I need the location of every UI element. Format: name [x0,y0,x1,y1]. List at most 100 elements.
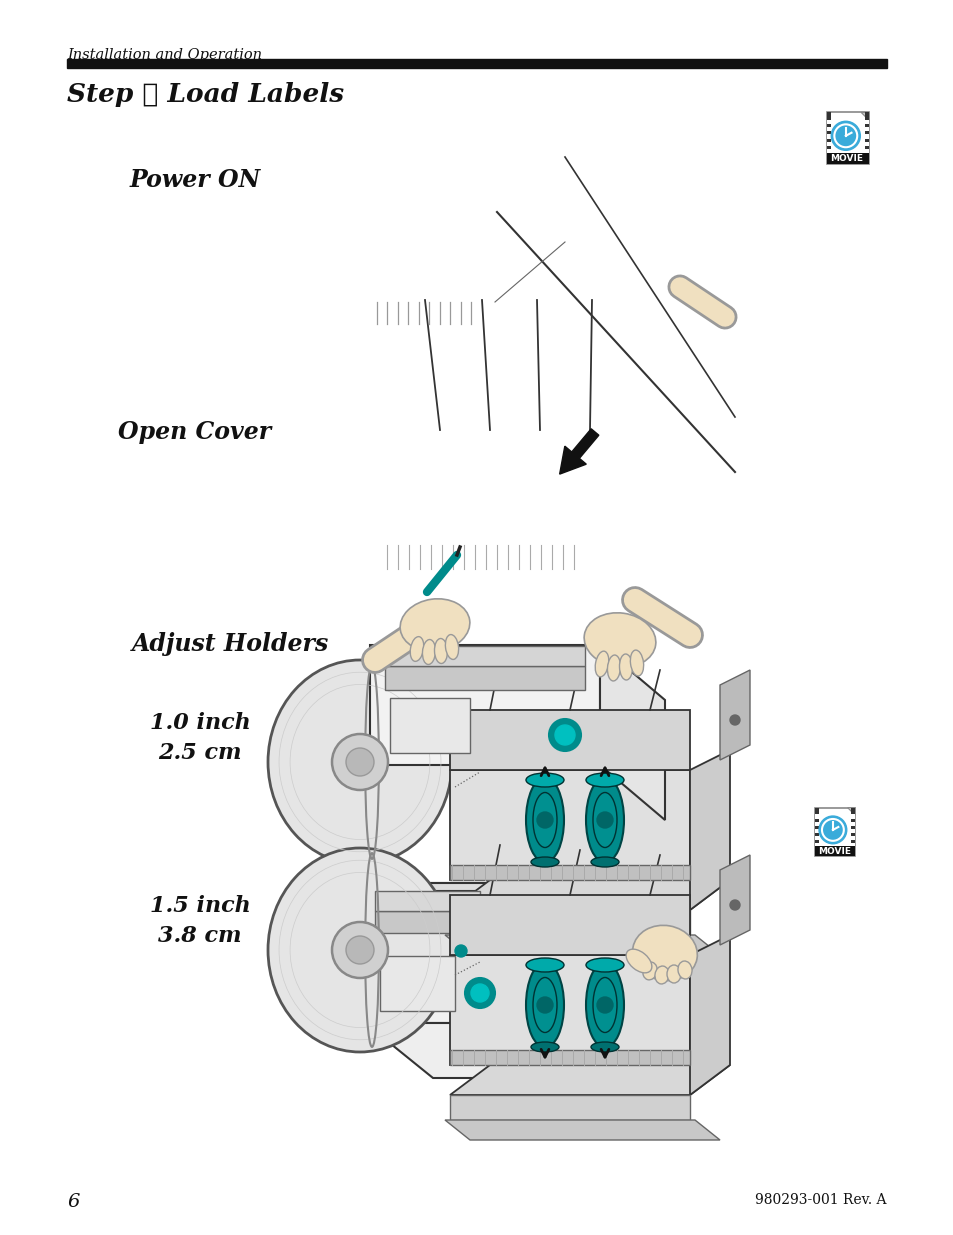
Ellipse shape [585,773,623,787]
Bar [826,152,868,163]
Bar [826,149,830,154]
Bar [864,142,868,147]
Ellipse shape [525,778,563,862]
Bar [826,142,830,147]
Ellipse shape [525,958,563,972]
Polygon shape [444,935,720,955]
Bar [850,808,854,856]
Ellipse shape [593,977,617,1032]
Polygon shape [861,112,868,120]
Polygon shape [846,808,854,815]
Ellipse shape [268,848,452,1052]
Ellipse shape [678,961,691,979]
Polygon shape [720,671,749,760]
Circle shape [332,734,388,790]
Ellipse shape [434,638,447,663]
Circle shape [455,945,467,957]
Circle shape [332,923,388,978]
Text: 6: 6 [67,1193,79,1212]
Circle shape [346,936,374,965]
Polygon shape [450,1065,729,1095]
Text: 980293-001 Rev. A: 980293-001 Rev. A [755,1193,886,1207]
Ellipse shape [630,650,643,676]
Ellipse shape [595,651,608,677]
Text: Open Cover: Open Cover [118,420,272,445]
Polygon shape [450,710,689,769]
Circle shape [548,719,580,751]
Text: Step ➉ Load Labels: Step ➉ Load Labels [67,82,344,107]
Bar [826,127,830,131]
Ellipse shape [666,965,680,983]
Ellipse shape [625,950,651,973]
Bar [815,836,818,840]
Circle shape [597,811,613,827]
Ellipse shape [422,640,436,664]
Text: Adjust Holders: Adjust Holders [132,632,328,656]
Text: Power ON: Power ON [130,168,260,191]
Ellipse shape [590,1042,618,1052]
Polygon shape [370,645,599,764]
Ellipse shape [583,613,655,667]
Ellipse shape [533,793,557,847]
Circle shape [346,748,374,776]
Bar [390,698,470,753]
Text: 1.0 inch: 1.0 inch [150,713,250,734]
Bar [826,157,830,162]
Polygon shape [365,883,495,890]
Circle shape [537,997,553,1013]
Polygon shape [450,881,729,910]
Polygon shape [689,750,729,910]
Polygon shape [365,1023,564,1078]
Bar [850,814,854,819]
Bar [850,821,854,826]
Ellipse shape [410,636,423,662]
Text: 1.5 inch: 1.5 inch [150,895,250,918]
Polygon shape [450,1095,689,1120]
Ellipse shape [593,793,617,847]
Polygon shape [720,855,749,945]
Text: 2.5 cm: 2.5 cm [158,742,241,764]
Circle shape [537,811,553,827]
Polygon shape [450,769,689,881]
Circle shape [830,121,860,151]
Polygon shape [450,895,689,955]
Ellipse shape [607,655,619,680]
Bar [814,846,854,856]
Bar [826,112,830,163]
Ellipse shape [585,962,623,1047]
Bar [814,808,854,856]
Text: MOVIE: MOVIE [830,153,862,163]
Text: Installation and Operation: Installation and Operation [67,48,262,62]
Text: MOVIE: MOVIE [817,847,850,856]
Bar [375,890,479,911]
Polygon shape [450,910,689,935]
Bar [850,850,854,855]
Circle shape [819,816,846,844]
Polygon shape [450,955,689,1065]
Bar [864,120,868,124]
Bar [379,956,455,1011]
Polygon shape [495,883,564,1078]
Polygon shape [444,1120,720,1140]
Polygon shape [559,429,598,474]
Bar [864,157,868,162]
Bar [864,149,868,154]
Bar [815,821,818,826]
Bar [850,836,854,840]
Ellipse shape [525,962,563,1047]
Ellipse shape [632,925,697,981]
Ellipse shape [585,958,623,972]
Circle shape [729,900,740,910]
Polygon shape [689,935,729,1095]
Circle shape [597,997,613,1013]
Ellipse shape [525,773,563,787]
Polygon shape [599,645,664,820]
Bar [864,127,868,131]
Ellipse shape [585,778,623,862]
Ellipse shape [618,655,632,680]
Polygon shape [450,864,689,881]
Bar [826,120,830,124]
Bar [385,666,584,690]
Bar [826,112,868,163]
Ellipse shape [531,1042,558,1052]
